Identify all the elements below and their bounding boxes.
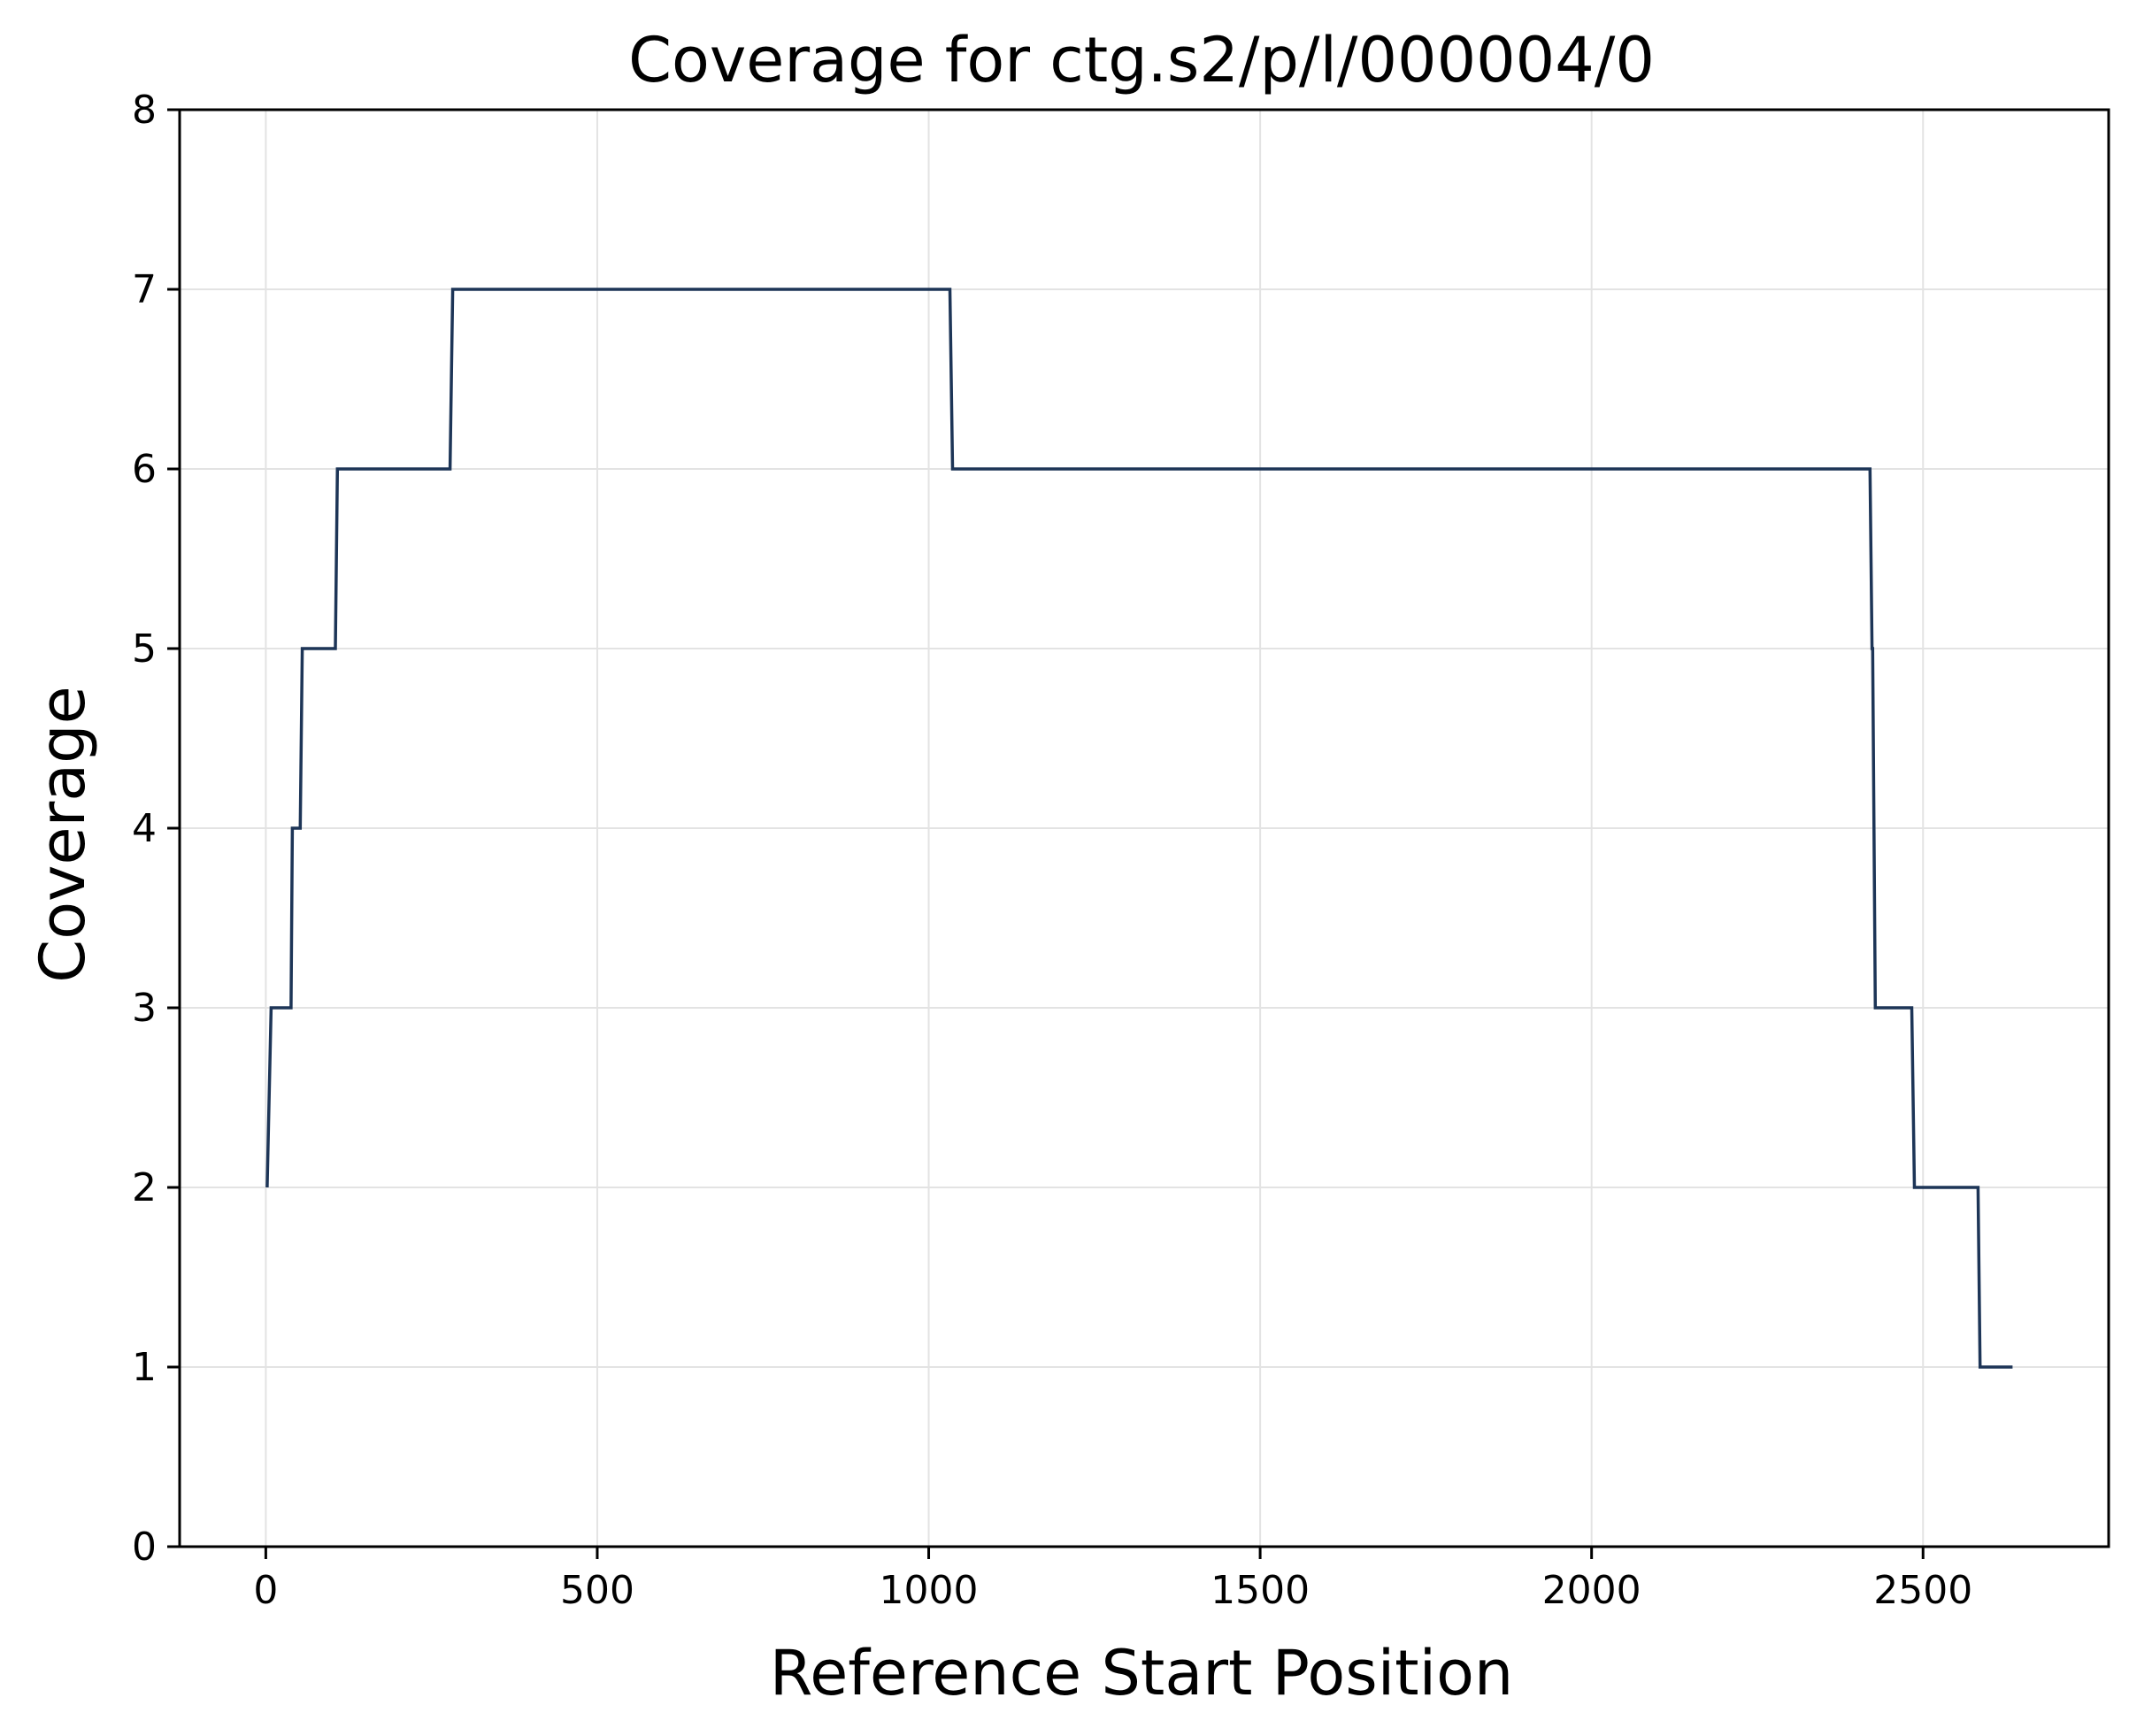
x-axis-label: Reference Start Position [770,1637,1514,1709]
y-tick-label: 4 [132,806,157,851]
y-tick-label: 5 [132,626,157,672]
x-tick-label: 2000 [1542,1568,1641,1613]
y-axis-ticks: 0 1 2 3 4 5 6 7 8 [132,88,180,1570]
y-tick-label: 2 [132,1165,157,1210]
x-tick-label: 0 [253,1568,278,1613]
x-axis-ticks: 0 500 1000 1500 2000 2500 [253,1547,1972,1613]
y-tick-label: 3 [132,986,157,1031]
y-tick-label: 1 [132,1345,157,1390]
y-tick-label: 0 [132,1525,157,1570]
x-tick-label: 1000 [880,1568,979,1613]
coverage-line [265,288,2013,1369]
y-tick-label: 7 [132,267,157,312]
series-layer [265,288,2013,1369]
chart-title: Coverage for ctg.s2/p/l/000004/0 [628,24,1655,96]
x-tick-label: 1500 [1211,1568,1310,1613]
y-tick-label: 8 [132,88,157,133]
x-tick-label: 2500 [1873,1568,1972,1613]
y-axis-label: Coverage [27,686,99,982]
y-tick-label: 6 [132,447,157,492]
x-tick-label: 500 [560,1568,634,1613]
